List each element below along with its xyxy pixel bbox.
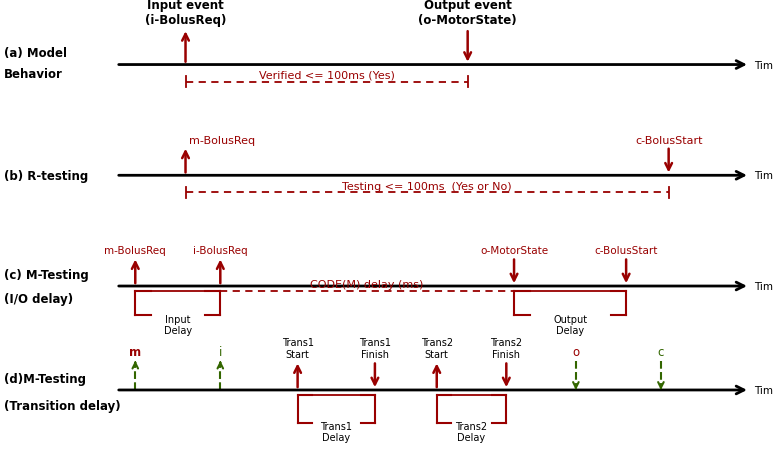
Text: c-BolusStart: c-BolusStart [635,135,703,145]
Text: Verified <= 100ms (Yes): Verified <= 100ms (Yes) [259,71,394,81]
Text: i-BolusReq: i-BolusReq [193,246,247,256]
Text: Trans1
Start: Trans1 Start [281,337,314,359]
Text: Trans1
Finish: Trans1 Finish [359,337,391,359]
Text: Trans1
Delay: Trans1 Delay [320,421,352,442]
Text: o-MotorState: o-MotorState [480,246,548,256]
Text: Output
Delay: Output Delay [553,314,587,336]
Text: (Transition delay): (Transition delay) [4,399,121,412]
Text: m-BolusReq: m-BolusReq [189,135,256,145]
Text: o: o [572,345,580,359]
Text: Trans2
Start: Trans2 Start [421,337,453,359]
Text: Time: Time [754,171,773,181]
Text: i: i [219,345,222,359]
Text: c-BolusStart: c-BolusStart [594,246,658,256]
Text: Input
Delay: Input Delay [164,314,192,336]
Text: (d)M-Testing: (d)M-Testing [4,373,86,386]
Text: Output event
(o-MotorState): Output event (o-MotorState) [418,0,517,27]
Text: Behavior: Behavior [4,68,63,81]
Text: m: m [129,345,141,359]
Text: Time: Time [754,385,773,395]
Text: Time: Time [754,281,773,291]
Text: Time: Time [754,60,773,70]
Text: Testing <= 100ms  (Yes or No): Testing <= 100ms (Yes or No) [342,181,512,191]
Text: c: c [658,345,664,359]
Text: (c) M-Testing: (c) M-Testing [4,268,89,281]
Text: m-BolusReq: m-BolusReq [104,246,166,256]
Text: Trans2
Delay: Trans2 Delay [455,421,488,442]
Text: Input event
(i-BolusReq): Input event (i-BolusReq) [145,0,226,27]
Text: (a) Model: (a) Model [4,47,67,60]
Text: CODE(M) delay (ms): CODE(M) delay (ms) [311,280,424,290]
Text: Trans2
Finish: Trans2 Finish [490,337,523,359]
Text: (I/O delay): (I/O delay) [4,292,73,305]
Text: (b) R-testing: (b) R-testing [4,170,88,182]
